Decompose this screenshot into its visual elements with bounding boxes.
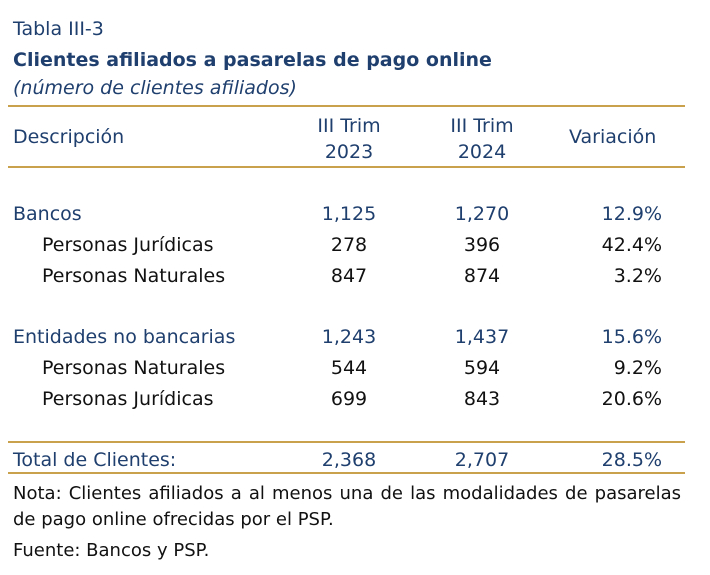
table-note: Nota: Clientes afiliados a al menos una … (13, 483, 681, 530)
row-value-2024: 1,270 (454, 203, 510, 225)
row-label: Bancos (13, 203, 82, 225)
total-variation: 28.5% (601, 449, 662, 471)
table-number: Tabla III-3 (13, 18, 104, 40)
total-bottom-rule (8, 472, 685, 474)
row-value-2023: 544 (330, 357, 368, 379)
header-2023-line1: III Trim (317, 115, 381, 137)
row-variation: 12.9% (601, 203, 662, 225)
header-2023: III Trim 2023 (300, 113, 398, 165)
row-value-2024: 594 (463, 357, 501, 379)
row-value-2023: 278 (330, 234, 368, 256)
row-label: Personas Naturales (42, 265, 226, 287)
row-variation: 20.6% (601, 388, 662, 410)
header-variation: Variación (569, 126, 657, 148)
total-label: Total de Clientes: (13, 449, 177, 471)
row-value-2024: 1,437 (454, 326, 510, 348)
row-label: Personas Jurídicas (42, 388, 214, 410)
total-value-2023: 2,368 (321, 449, 377, 471)
table-source: Fuente: Bancos y PSP. (13, 540, 210, 561)
top-rule (8, 105, 685, 107)
total-top-rule (8, 441, 685, 443)
row-label: Entidades no bancarias (13, 326, 236, 348)
row-value-2024: 396 (463, 234, 501, 256)
row-variation: 9.2% (613, 357, 662, 379)
row-value-2023: 847 (330, 265, 368, 287)
row-value-2023: 1,243 (321, 326, 377, 348)
row-variation: 42.4% (601, 234, 662, 256)
header-2024-line1: III Trim (450, 115, 514, 137)
row-variation: 3.2% (613, 265, 662, 287)
header-2023-line2: 2023 (324, 141, 374, 163)
row-label: Personas Naturales (42, 357, 226, 379)
row-value-2023: 1,125 (321, 203, 377, 225)
header-rule (8, 166, 685, 168)
header-description: Descripción (13, 126, 125, 148)
row-value-2023: 699 (330, 388, 368, 410)
header-2024-line2: 2024 (457, 141, 507, 163)
row-label: Personas Jurídicas (42, 234, 214, 256)
row-value-2024: 843 (463, 388, 501, 410)
table-subtitle: (número de clientes afiliados) (13, 77, 297, 99)
row-value-2024: 874 (463, 265, 501, 287)
total-value-2024: 2,707 (454, 449, 510, 471)
row-variation: 15.6% (601, 326, 662, 348)
header-2024: III Trim 2024 (432, 113, 532, 165)
table-title: Clientes afiliados a pasarelas de pago o… (13, 49, 492, 71)
